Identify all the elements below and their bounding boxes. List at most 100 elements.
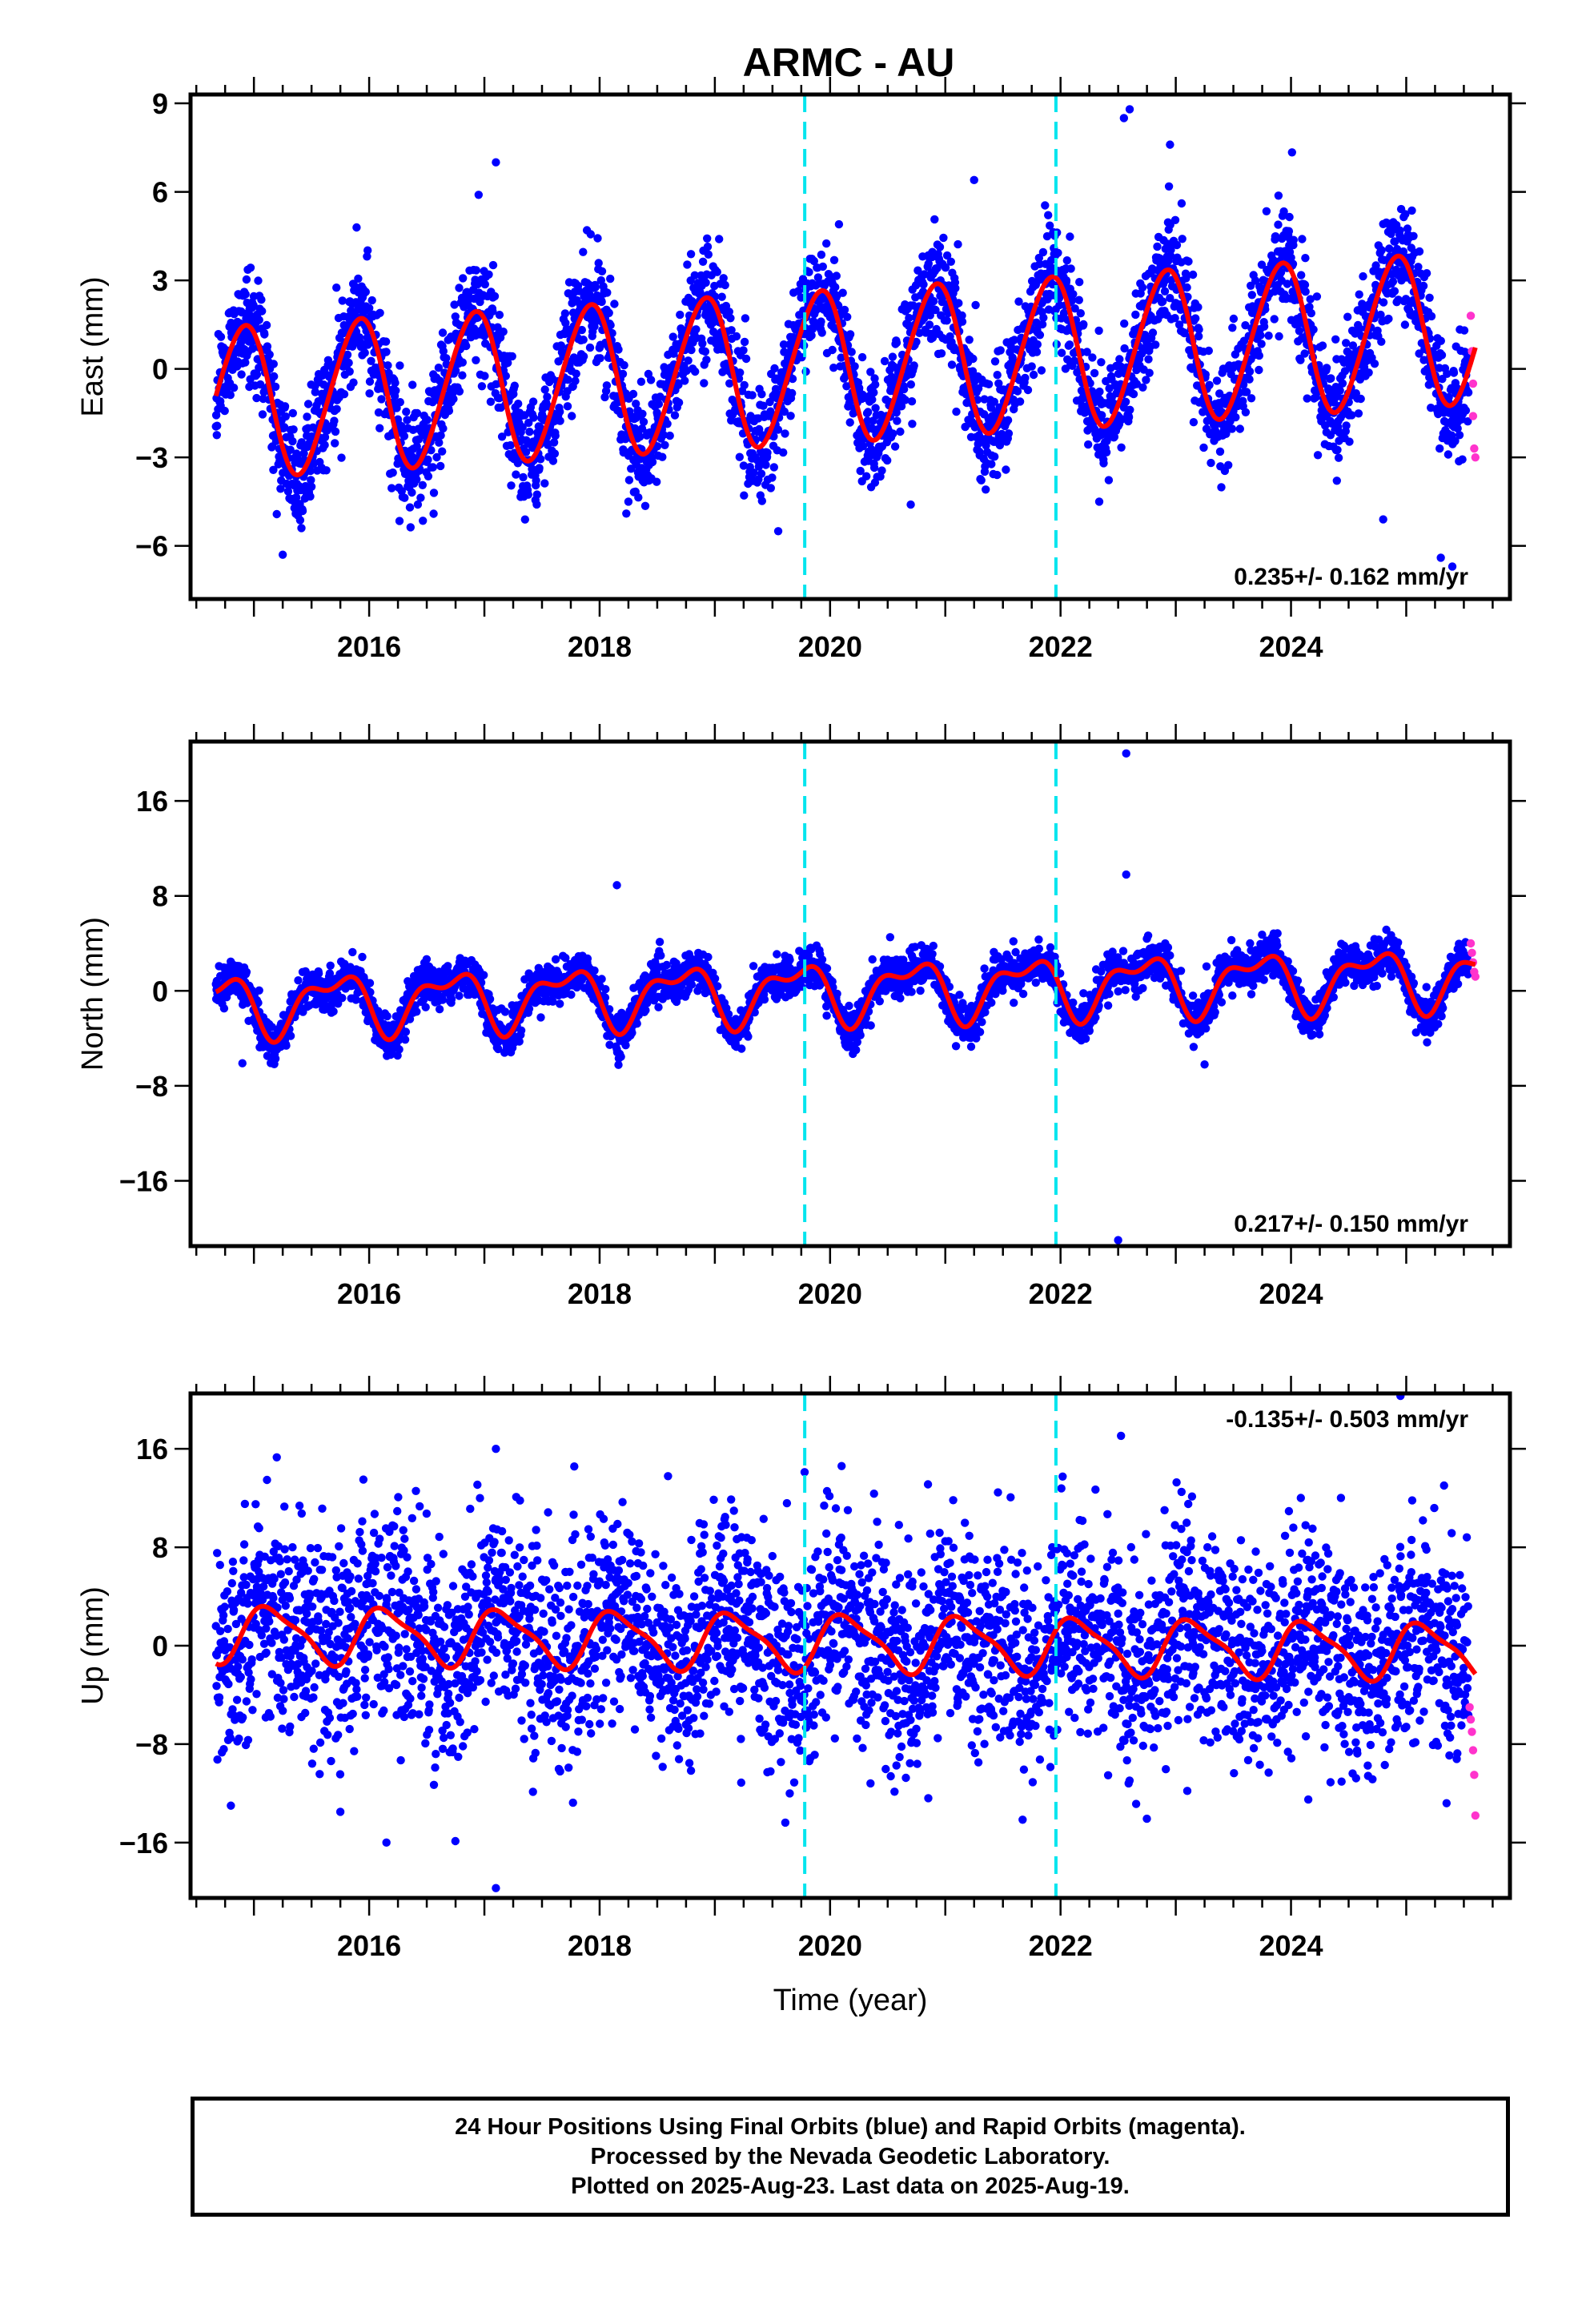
data-point: [563, 402, 572, 411]
data-point: [579, 336, 588, 344]
data-point: [1332, 476, 1342, 485]
y-tick-label: 0: [152, 975, 168, 1007]
data-point: [732, 332, 741, 341]
data-point: [805, 267, 813, 276]
data-point: [984, 380, 994, 388]
data-point: [719, 274, 728, 283]
data-point: [504, 358, 512, 368]
data-point: [591, 283, 600, 292]
data-point: [484, 270, 493, 279]
data-point: [1153, 242, 1162, 251]
data-point: [1074, 296, 1084, 304]
data-point: [1059, 308, 1069, 318]
data-point: [596, 354, 604, 363]
data-point: [831, 283, 840, 292]
data-point: [282, 1041, 291, 1050]
data-point: [977, 476, 986, 485]
outlier-point: [1125, 105, 1134, 114]
data-point: [493, 323, 502, 332]
data-point: [889, 429, 897, 438]
data-point: [358, 952, 367, 962]
data-point: [1274, 191, 1283, 200]
data-point: [520, 515, 529, 524]
y-tick-label: 8: [152, 880, 168, 913]
data-point: [338, 296, 347, 305]
data-point: [1419, 281, 1428, 291]
data-point: [674, 380, 683, 389]
data-point: [536, 455, 545, 464]
data-point: [1090, 368, 1099, 378]
data-point: [850, 362, 859, 371]
data-point: [396, 398, 404, 407]
data-point: [1270, 315, 1279, 324]
data-point: [391, 386, 400, 395]
outlier-point: [1166, 140, 1174, 149]
data-point: [622, 509, 631, 518]
data-point: [1458, 455, 1467, 464]
data-point: [1164, 182, 1174, 191]
data-point: [893, 416, 901, 425]
data-point: [455, 387, 464, 396]
y-tick-label: −3: [135, 441, 168, 474]
data-point: [532, 476, 540, 485]
data-point: [1104, 476, 1114, 485]
data-point: [749, 468, 758, 477]
rapid-point: [1471, 452, 1480, 462]
data-point: [1334, 453, 1343, 462]
data-point: [606, 274, 615, 283]
data-point: [1345, 437, 1354, 446]
data-point: [400, 1035, 410, 1044]
data-point: [572, 369, 580, 378]
data-point: [593, 234, 602, 243]
data-point: [438, 995, 448, 1004]
data-point: [260, 330, 269, 339]
data-point: [1342, 421, 1351, 430]
data-point: [941, 263, 950, 272]
data-point: [947, 360, 957, 369]
data-point: [771, 384, 781, 393]
data-point: [1023, 385, 1033, 395]
data-point: [1318, 341, 1327, 350]
data-point: [348, 947, 357, 957]
data-point: [954, 299, 963, 308]
data-point: [1170, 215, 1180, 224]
data-point: [512, 470, 520, 479]
data-point: [942, 251, 952, 260]
data-point: [436, 461, 445, 471]
data-point: [1257, 340, 1266, 348]
data-point: [349, 378, 358, 387]
data-point: [1094, 326, 1103, 336]
data-point: [519, 472, 528, 482]
data-point: [990, 357, 1000, 366]
data-point: [323, 356, 333, 364]
data-point: [447, 995, 456, 1003]
data-point: [1312, 292, 1322, 301]
data-point: [594, 259, 603, 267]
data-point: [429, 489, 439, 497]
data-point: [439, 347, 448, 356]
data-point: [579, 247, 588, 256]
data-point: [521, 448, 531, 456]
data-point: [280, 423, 289, 432]
data-point: [837, 353, 845, 362]
data-point: [360, 348, 369, 357]
data-point: [857, 352, 867, 362]
data-point: [698, 257, 708, 266]
data-point: [306, 466, 315, 476]
data-point: [329, 1007, 338, 1016]
data-point: [241, 290, 250, 299]
data-point: [687, 345, 696, 355]
data-point: [937, 349, 946, 358]
data-point: [1427, 312, 1436, 321]
data-point: [1195, 325, 1203, 334]
data-point: [314, 969, 323, 978]
rapid-point: [1468, 412, 1478, 420]
data-point: [946, 257, 956, 266]
data-point: [408, 488, 416, 497]
data-point: [674, 398, 684, 407]
y-tick-label: 3: [152, 264, 168, 297]
data-point: [663, 420, 672, 428]
data-point: [1264, 332, 1273, 340]
data-point: [829, 364, 838, 372]
data-point: [899, 384, 909, 394]
